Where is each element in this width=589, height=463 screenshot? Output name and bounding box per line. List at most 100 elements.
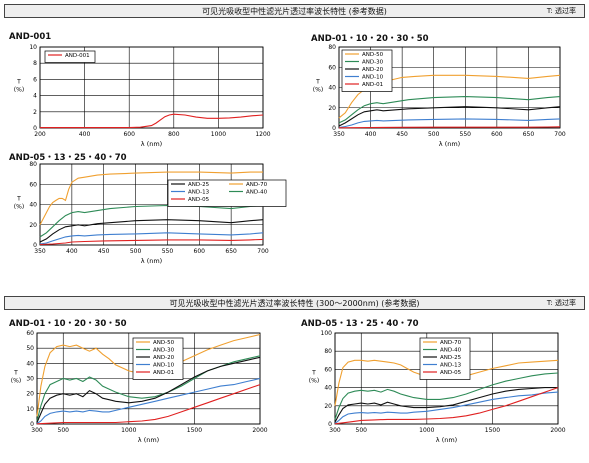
y-tick-label: 20 (324, 403, 332, 410)
legend-label: AND-01 (362, 82, 383, 88)
series-line-and-25 (334, 387, 558, 423)
transmittance-note-1: T: 透过率 (546, 7, 576, 15)
x-tick-label: 200 (34, 131, 46, 138)
x-axis-label: λ (nm) (436, 436, 457, 444)
x-tick-label: 600 (123, 131, 135, 138)
panel-title-and-001: AND-001 (9, 32, 52, 42)
y-tick-label: 20 (328, 105, 336, 112)
series-line-and-01 (338, 126, 561, 129)
series-line-and-10 (338, 118, 561, 129)
series-line-and-13 (334, 391, 559, 424)
panel-title-and-01-50-wide: AND-01・10・20・30・50 (9, 319, 127, 329)
x-tick-label: 500 (130, 248, 142, 255)
legend-label: AND-50 (153, 340, 175, 346)
y-axis-label: (%) (309, 378, 319, 385)
x-tick-label: 800 (168, 131, 180, 138)
x-tick-label: 1500 (485, 427, 500, 434)
y-tick-label: 20 (29, 222, 37, 229)
x-tick-label: 650 (523, 131, 535, 138)
series-line-and-01 (36, 384, 261, 425)
legend-label: AND-40 (246, 190, 268, 196)
section-header-1: 可见光吸收型中性滤光片透过率波长特性 (参考数据) T: 透过率 (4, 4, 585, 18)
legend-label: AND-05 (440, 370, 462, 376)
legend-label: AND-70 (246, 182, 268, 188)
series-line-and-05 (39, 238, 264, 246)
y-tick-label: 10 (26, 406, 34, 413)
legend-label: AND-05 (188, 197, 210, 203)
x-axis-label: λ (nm) (439, 140, 460, 148)
plot-frame (338, 46, 561, 129)
y-tick-label: 80 (29, 161, 37, 168)
x-tick-label: 500 (58, 427, 70, 434)
y-axis-label: T (16, 196, 21, 203)
series-line-and-13 (39, 232, 264, 245)
legend-label: AND-10 (153, 363, 175, 369)
y-axis-label: (%) (14, 204, 24, 211)
legend-label: AND-70 (440, 340, 462, 346)
section-title-1: 可见光吸收型中性滤光片透过率波长特性 (参考数据) (202, 7, 387, 16)
x-tick-label: 300 (329, 427, 341, 434)
x-axis-label: λ (nm) (138, 436, 159, 444)
y-tick-label: 60 (328, 64, 336, 71)
x-tick-label: 600 (491, 131, 503, 138)
y-tick-label: 40 (328, 85, 336, 92)
x-tick-label: 450 (396, 131, 408, 138)
x-tick-label: 400 (365, 131, 377, 138)
series-line-and-70 (334, 359, 559, 406)
y-tick-label: 10 (29, 44, 37, 51)
legend-label: AND-30 (362, 60, 384, 66)
y-tick-label: 8 (33, 60, 37, 67)
y-axis-label: T (315, 79, 320, 86)
y-tick-label: 0 (33, 125, 37, 132)
x-tick-label: 2000 (550, 427, 565, 434)
x-tick-label: 350 (333, 131, 345, 138)
y-tick-label: 30 (26, 376, 34, 383)
y-tick-label: 60 (324, 366, 332, 373)
y-tick-label: 80 (324, 348, 332, 355)
x-tick-label: 650 (225, 248, 237, 255)
series-line-and-20 (36, 356, 261, 423)
x-tick-label: 550 (460, 131, 472, 138)
legend-label: AND-13 (188, 190, 210, 196)
y-tick-label: 60 (29, 181, 37, 188)
x-tick-label: 450 (98, 248, 110, 255)
x-tick-label: 2000 (252, 427, 267, 434)
x-tick-label: 400 (79, 131, 91, 138)
x-tick-label: 600 (194, 248, 206, 255)
x-tick-label: 500 (428, 131, 440, 138)
series-line-and-50 (36, 333, 261, 417)
legend-box (167, 179, 287, 207)
x-axis-label: λ (nm) (141, 140, 162, 148)
series-line-and-001 (40, 113, 264, 129)
y-tick-label: 2 (33, 109, 37, 116)
y-axis-label: (%) (313, 87, 323, 94)
panel-title-and-01-50: AND-01・10・20・30・50 (311, 34, 429, 44)
series-line-and-40 (334, 372, 559, 420)
panel-title-and-05-70: AND-05・13・25・40・70 (9, 153, 127, 163)
y-tick-label: 4 (33, 93, 37, 100)
y-tick-label: 80 (328, 44, 336, 51)
y-tick-label: 6 (33, 76, 37, 83)
y-axis-label: (%) (14, 87, 24, 94)
panel-title-and-05-70-wide: AND-05・13・25・40・70 (301, 319, 419, 329)
series-line-and-10 (36, 377, 261, 424)
y-axis-label: (%) (11, 378, 21, 385)
series-line-and-40 (39, 204, 264, 238)
legend-label: AND-25 (440, 355, 462, 361)
x-tick-label: 350 (34, 248, 46, 255)
legend-label: AND-20 (153, 355, 175, 361)
legend-label: AND-30 (153, 348, 175, 354)
x-tick-label: 700 (554, 131, 566, 138)
y-tick-label: 60 (26, 330, 34, 337)
legend-label: AND-001 (65, 53, 90, 59)
legend-label: AND-40 (440, 348, 462, 354)
series-line-and-20 (338, 106, 561, 127)
y-tick-label: 0 (332, 125, 336, 132)
plot-frame (39, 46, 264, 129)
transmittance-note-2: T: 透过率 (546, 299, 576, 307)
y-tick-label: 100 (321, 330, 333, 337)
x-tick-label: 550 (162, 248, 174, 255)
